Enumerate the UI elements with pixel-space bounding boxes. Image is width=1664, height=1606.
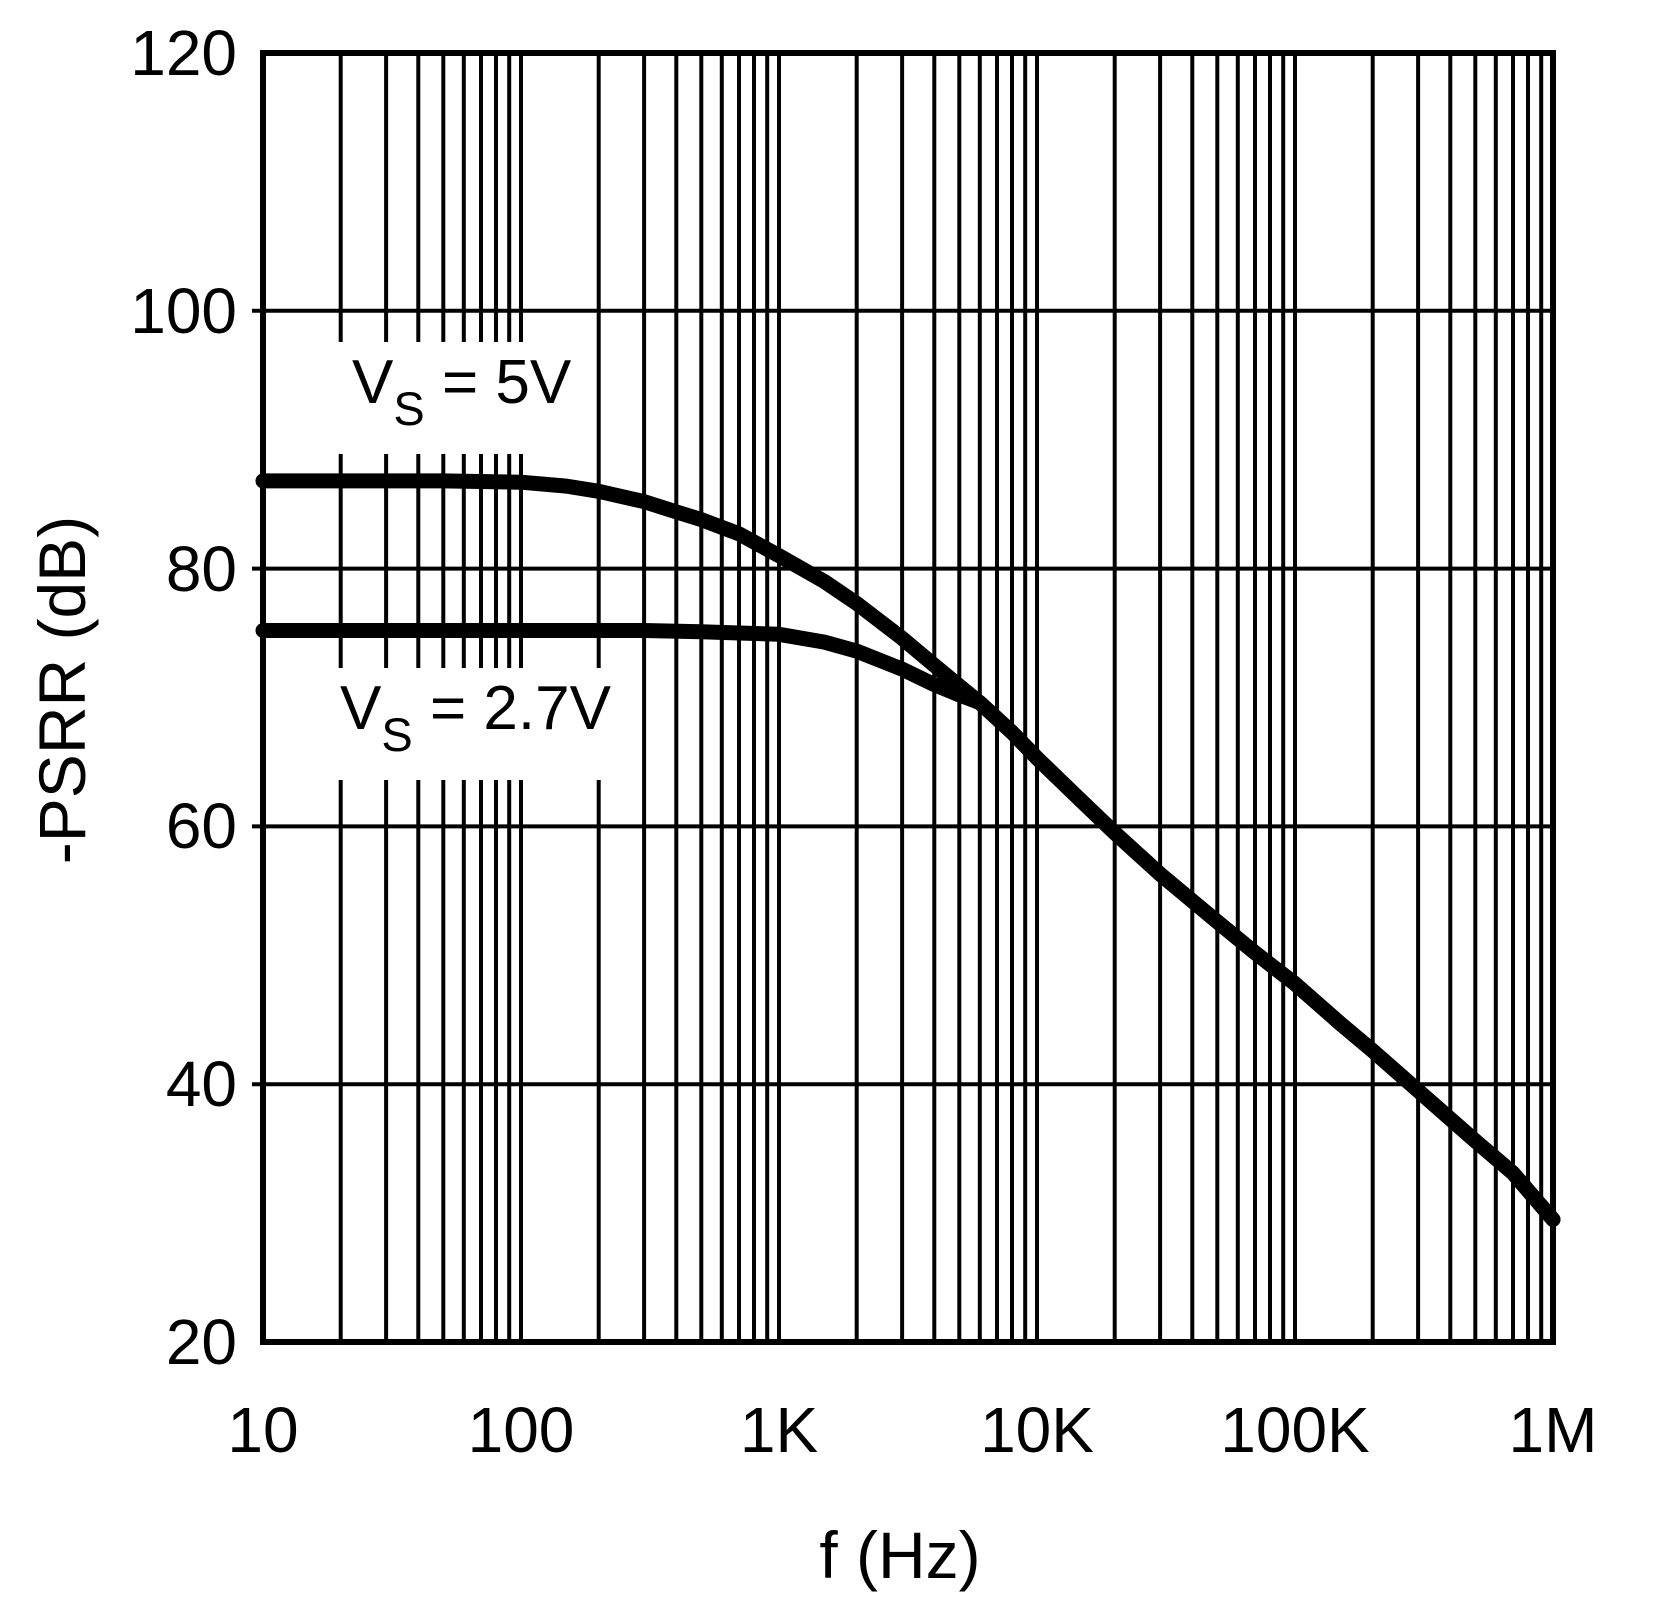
- y-tick-label: 100: [130, 274, 237, 347]
- curve-vs-5v: [255, 473, 1561, 1227]
- y-tick-label: 80: [165, 532, 237, 605]
- y-tick-label: 20: [165, 1306, 237, 1378]
- plot-border: [260, 50, 1556, 1345]
- curve-label-2v7-subscript: S: [381, 708, 413, 761]
- y-axis-title: -PSRR (dB): [25, 515, 99, 865]
- curve-label-2v7: VS = 2.7V: [324, 668, 627, 780]
- x-axis-title: f (Hz): [819, 1518, 981, 1592]
- curve-label-5v: VS = 5V: [336, 342, 588, 454]
- x-tick-label: 100K: [1220, 1394, 1370, 1466]
- curve-label-2v7-symbol: V: [340, 674, 382, 743]
- y-tick-label: 40: [165, 1048, 237, 1121]
- y-tick-label: 120: [130, 17, 237, 89]
- curve-label-2v7-value: = 2.7V: [412, 674, 611, 743]
- y-tick-label: 60: [165, 790, 237, 863]
- x-tick-label: 10: [227, 1394, 299, 1466]
- curve-label-5v-subscript: S: [393, 382, 425, 435]
- curve-label-5v-value: = 5V: [424, 348, 572, 417]
- x-tick-label: 1M: [1508, 1394, 1598, 1466]
- curve-label-5v-symbol: V: [352, 348, 394, 417]
- x-tick-label: 100: [467, 1394, 575, 1466]
- x-tick-label: 1K: [739, 1394, 819, 1466]
- x-tick-label: 10K: [980, 1394, 1094, 1466]
- curve-vs-2v7: [255, 623, 1561, 1227]
